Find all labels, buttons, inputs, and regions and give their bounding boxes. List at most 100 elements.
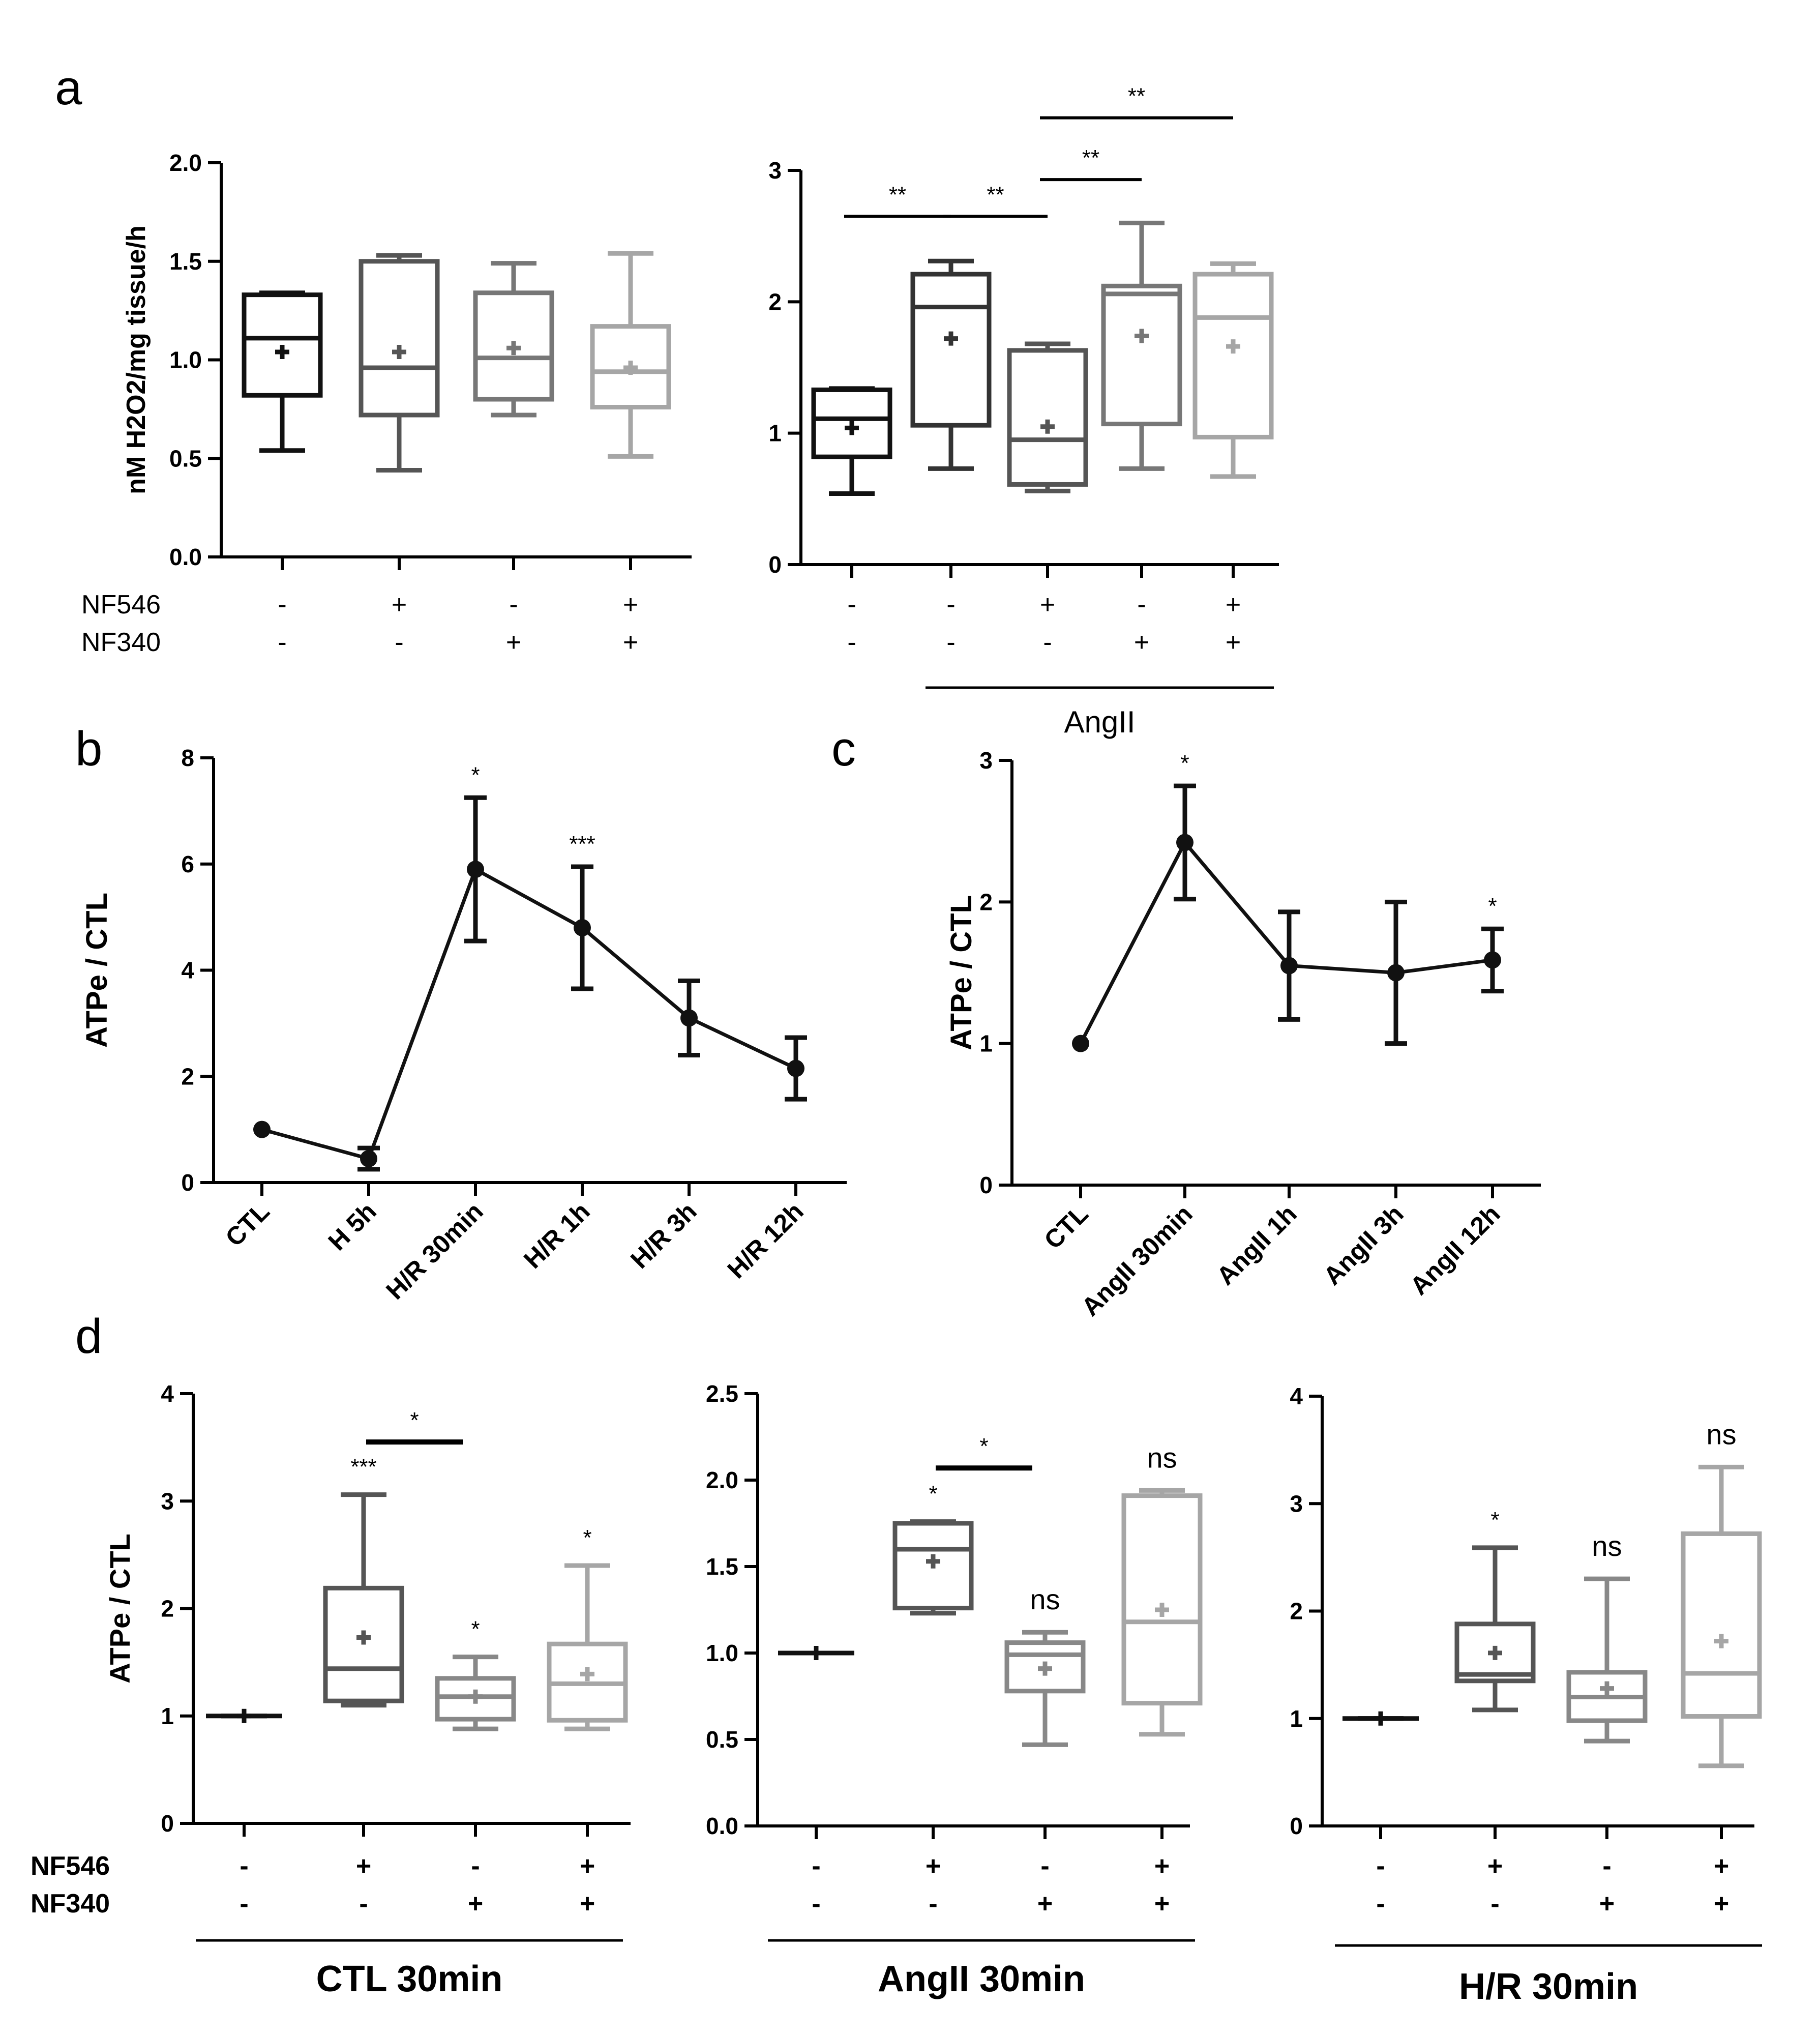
panel-label-b: b bbox=[75, 722, 102, 776]
a2-mean-marker bbox=[944, 331, 958, 346]
c-annotation: * bbox=[1488, 894, 1497, 919]
d3-ytick-label: 1 bbox=[1290, 1705, 1303, 1732]
a2-condition-symbol: - bbox=[1043, 628, 1052, 657]
d1-ytick-label: 2 bbox=[161, 1596, 174, 1622]
a1-mean-marker bbox=[275, 345, 289, 359]
d1-annotation: * bbox=[583, 1525, 591, 1550]
d2-annotation: ns bbox=[1147, 1441, 1177, 1473]
d2-condition-symbol: + bbox=[1037, 1889, 1053, 1919]
d3-condition-symbol: + bbox=[1487, 1851, 1503, 1881]
d1-mean-marker bbox=[468, 1689, 483, 1704]
b-series-line bbox=[261, 867, 797, 1161]
d1-ytick-label: 1 bbox=[161, 1703, 174, 1729]
b-data-point bbox=[787, 1059, 804, 1077]
c-series-line bbox=[1079, 839, 1493, 1045]
b-annotation: * bbox=[471, 762, 480, 787]
d2-box bbox=[1121, 1493, 1203, 1706]
a1-condition-symbol: + bbox=[623, 590, 638, 620]
d1-ytick-label: 3 bbox=[161, 1488, 174, 1514]
d1-ylabel: ATPe / CTL bbox=[104, 1533, 136, 1684]
b-x-category: H/R 3h bbox=[625, 1197, 702, 1274]
b-x-category: H/R 30min bbox=[380, 1197, 488, 1305]
d1-sig-label: * bbox=[410, 1408, 419, 1433]
b-ytick-label: 2 bbox=[181, 1063, 194, 1089]
d2-ytick-label: 0.5 bbox=[706, 1726, 738, 1753]
a2-sig-label: ** bbox=[1128, 84, 1145, 109]
panel-label-c: c bbox=[831, 722, 856, 776]
c-x-category: CTL bbox=[1038, 1199, 1093, 1254]
a2-mean-marker bbox=[1135, 329, 1149, 343]
d2-ytick-label: 0.0 bbox=[706, 1813, 738, 1839]
plots: 0.0 0.5 1.0 1.5 2.0 nM H2O2/mg tissue/h - - + - - +… bbox=[31, 84, 1762, 2007]
d1-mean-marker bbox=[580, 1667, 594, 1682]
d2-ytick-label: 1.5 bbox=[706, 1553, 738, 1580]
d1-mean-marker bbox=[237, 1708, 251, 1723]
a1-condition-symbol: + bbox=[506, 628, 521, 657]
a2-sig-label: ** bbox=[1082, 145, 1099, 170]
a2-ytick-label: 0 bbox=[768, 551, 782, 578]
b-data-point bbox=[680, 1009, 698, 1027]
a1-condition-symbol: - bbox=[509, 590, 518, 620]
d2-ytick-label: 2.0 bbox=[706, 1467, 738, 1493]
d3-box bbox=[1681, 1531, 1762, 1719]
d2-condition-symbol: + bbox=[1154, 1889, 1170, 1919]
d3-condition-symbol: - bbox=[1490, 1889, 1499, 1919]
d1-condition-symbol: + bbox=[580, 1889, 595, 1919]
d3-mean-marker bbox=[1374, 1711, 1388, 1726]
a2-mean-marker bbox=[845, 421, 859, 435]
d2-ytick-label: 1.0 bbox=[706, 1640, 738, 1666]
c-ytick-label: 0 bbox=[979, 1172, 993, 1198]
a2-ytick-label: 2 bbox=[768, 288, 782, 315]
d3-condition-symbol: - bbox=[1376, 1889, 1385, 1919]
a1-ytick-label: 2.0 bbox=[169, 150, 202, 176]
a1-box bbox=[359, 259, 440, 418]
c-annotation: * bbox=[1180, 751, 1189, 776]
d2-condition-symbol: + bbox=[926, 1851, 941, 1881]
d2-condition-symbol: - bbox=[812, 1889, 820, 1919]
a1-condition-symbol: + bbox=[392, 590, 407, 620]
a1-condition-symbol: - bbox=[278, 628, 286, 657]
a1-condition-symbol: - bbox=[278, 590, 286, 620]
d3-annotation: * bbox=[1490, 1508, 1499, 1532]
d1-condition-symbol: + bbox=[356, 1851, 371, 1881]
d3-ytick-label: 4 bbox=[1290, 1383, 1303, 1409]
a1-condition-symbol: + bbox=[623, 628, 638, 657]
d3-ytick-label: 2 bbox=[1290, 1598, 1303, 1625]
a2-box bbox=[1007, 348, 1088, 487]
d1-ytick-label: 0 bbox=[161, 1810, 174, 1837]
a2-condition-symbol: - bbox=[946, 590, 955, 620]
a2-ytick-label: 3 bbox=[768, 157, 782, 184]
d1-condition-symbol: - bbox=[240, 1851, 248, 1881]
a1-condition-label: NF340 bbox=[81, 628, 161, 657]
b-x-category: H 5h bbox=[323, 1197, 382, 1256]
a2-condition-symbol: + bbox=[1040, 590, 1055, 620]
d1-condition-symbol: + bbox=[580, 1851, 595, 1881]
d1-condition-symbol: - bbox=[471, 1851, 480, 1881]
a2-condition-symbol: + bbox=[1226, 628, 1241, 657]
a1-mean-marker bbox=[623, 361, 638, 375]
b-annotation: *** bbox=[569, 832, 595, 857]
b-x-category: H/R 1h bbox=[518, 1197, 595, 1274]
a2-condition-symbol: - bbox=[1137, 590, 1146, 620]
d2-condition-symbol: + bbox=[1154, 1851, 1170, 1881]
d2-mean-marker bbox=[809, 1646, 823, 1660]
a1-mean-marker bbox=[506, 341, 521, 356]
a2-condition-symbol: + bbox=[1226, 590, 1241, 620]
c-x-category: AngII 1h bbox=[1211, 1199, 1302, 1290]
d2-sig-label: * bbox=[979, 1434, 988, 1459]
a2-mean-marker bbox=[1226, 339, 1240, 354]
a1-ytick-label: 0.0 bbox=[169, 544, 202, 570]
d1-condition-symbol: - bbox=[240, 1889, 248, 1919]
d1-ytick-label: 4 bbox=[161, 1380, 174, 1407]
c-data-point bbox=[1387, 964, 1405, 982]
c-data-point bbox=[1484, 951, 1501, 969]
a2-condition-symbol: + bbox=[1134, 628, 1149, 657]
d1-annotation: * bbox=[471, 1617, 480, 1642]
panel-label-a: a bbox=[55, 61, 82, 115]
d2-annotation: ns bbox=[1030, 1583, 1060, 1615]
d3-ytick-label: 0 bbox=[1290, 1813, 1303, 1839]
c-x-category: AngII 30min bbox=[1076, 1199, 1198, 1321]
d2-mean-marker bbox=[926, 1554, 940, 1569]
d3-condition-symbol: - bbox=[1602, 1851, 1611, 1881]
d2-condition-symbol: - bbox=[812, 1851, 820, 1881]
